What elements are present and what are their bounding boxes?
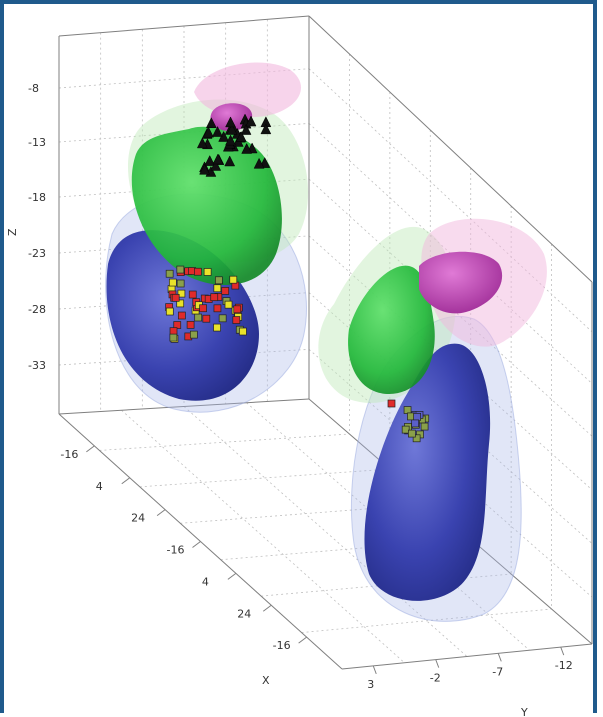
- z-tick-label: -8: [28, 82, 39, 95]
- x-tick-label: 24: [131, 512, 145, 525]
- z-tick-label: -33: [28, 359, 46, 372]
- square-marker: [165, 269, 174, 278]
- z-tick-label: -23: [28, 247, 46, 260]
- square-marker: [412, 434, 421, 443]
- y-tick-label: -2: [430, 672, 441, 685]
- triangle-marker: [203, 126, 214, 138]
- x-tick-label: 4: [96, 480, 103, 493]
- square-marker: [194, 267, 202, 276]
- x-tick-label: 24: [237, 607, 251, 620]
- square-marker: [218, 314, 227, 323]
- triangle-marker: [224, 155, 236, 167]
- x-tick-label: -16: [60, 448, 78, 461]
- square-marker: [177, 289, 186, 298]
- magenta-structure: [419, 251, 503, 314]
- x-tick-labels: -16 4 24 -16 4 24 -16: [60, 445, 307, 652]
- triangle-marker: [225, 134, 236, 146]
- square-marker: [229, 275, 238, 284]
- square-marker: [176, 299, 185, 308]
- z-tick-label: -18: [28, 191, 46, 204]
- triangle-markers: [196, 113, 272, 177]
- z-tick-label: -28: [28, 303, 46, 316]
- z-tick-label: -13: [28, 136, 46, 149]
- square-marker: [408, 429, 416, 438]
- z-tick-labels: -8 -13 -18 -23 -28 -33: [28, 82, 46, 372]
- square-markers-left: [165, 265, 247, 343]
- triangle-marker: [199, 163, 210, 175]
- pale-pink-envelope: [194, 62, 301, 118]
- blue-structure: [364, 343, 491, 601]
- y-tick-labels: 3 -2 -7 -12: [367, 646, 573, 691]
- triangle-marker: [240, 123, 252, 135]
- green-structure: [131, 126, 282, 286]
- square-marker: [203, 268, 212, 276]
- square-marker: [189, 330, 198, 339]
- square-marker: [165, 307, 174, 316]
- triangle-marker: [253, 157, 265, 169]
- y-axis-label: Y: [520, 706, 528, 717]
- square-markers-right: [387, 399, 430, 443]
- x-tick-label: -16: [273, 639, 291, 652]
- square-marker: [213, 323, 221, 332]
- square-marker: [194, 313, 203, 322]
- y-tick-label: -12: [555, 659, 573, 672]
- y-tick-label: -7: [492, 665, 503, 678]
- x-tick-label: -16: [167, 544, 185, 557]
- triangle-marker: [212, 153, 224, 165]
- triangle-marker: [245, 115, 257, 127]
- triangle-marker: [205, 117, 217, 129]
- triangle-marker: [225, 116, 236, 128]
- triangle-marker: [212, 125, 223, 137]
- square-marker: [199, 304, 207, 313]
- y-tick-label: 3: [367, 678, 374, 691]
- square-marker: [401, 425, 410, 434]
- square-marker: [233, 305, 242, 314]
- square-marker: [420, 422, 429, 431]
- square-marker: [188, 290, 197, 299]
- square-marker: [411, 419, 420, 428]
- square-marker: [387, 399, 396, 408]
- square-marker: [413, 412, 421, 421]
- square-marker: [176, 279, 185, 288]
- square-marker: [176, 265, 185, 274]
- triangle-marker: [241, 142, 253, 154]
- square-marker: [221, 287, 230, 295]
- triangle-marker: [196, 137, 208, 149]
- square-marker: [202, 314, 211, 323]
- square-marker: [168, 278, 177, 287]
- green-structure: [348, 265, 435, 394]
- 3d-plot: -8 -13 -18 -23 -28 -33 -16 4 24 -16 4 24 -16 3 -2 -7 -…: [6, 15, 593, 717]
- square-marker: [403, 406, 412, 414]
- square-marker: [215, 276, 223, 285]
- square-marker: [239, 327, 247, 336]
- square-marker: [171, 293, 180, 302]
- square-marker: [210, 293, 219, 302]
- triangle-marker: [260, 123, 272, 135]
- triangle-marker: [235, 131, 247, 142]
- square-marker: [186, 320, 195, 329]
- square-marker: [213, 284, 222, 293]
- square-marker: [177, 311, 186, 320]
- right-object: [318, 218, 547, 622]
- square-marker: [213, 304, 222, 313]
- triangle-marker: [226, 123, 238, 135]
- square-marker: [169, 327, 178, 336]
- square-marker: [232, 316, 241, 324]
- square-marker: [169, 333, 178, 342]
- z-axis-label: Z: [6, 228, 19, 236]
- square-marker: [224, 300, 233, 309]
- triangle-marker: [204, 155, 216, 166]
- x-axis-label: X: [262, 674, 270, 687]
- left-object: [105, 62, 309, 413]
- x-tick-label: 4: [202, 575, 209, 588]
- triangle-marker: [210, 159, 222, 171]
